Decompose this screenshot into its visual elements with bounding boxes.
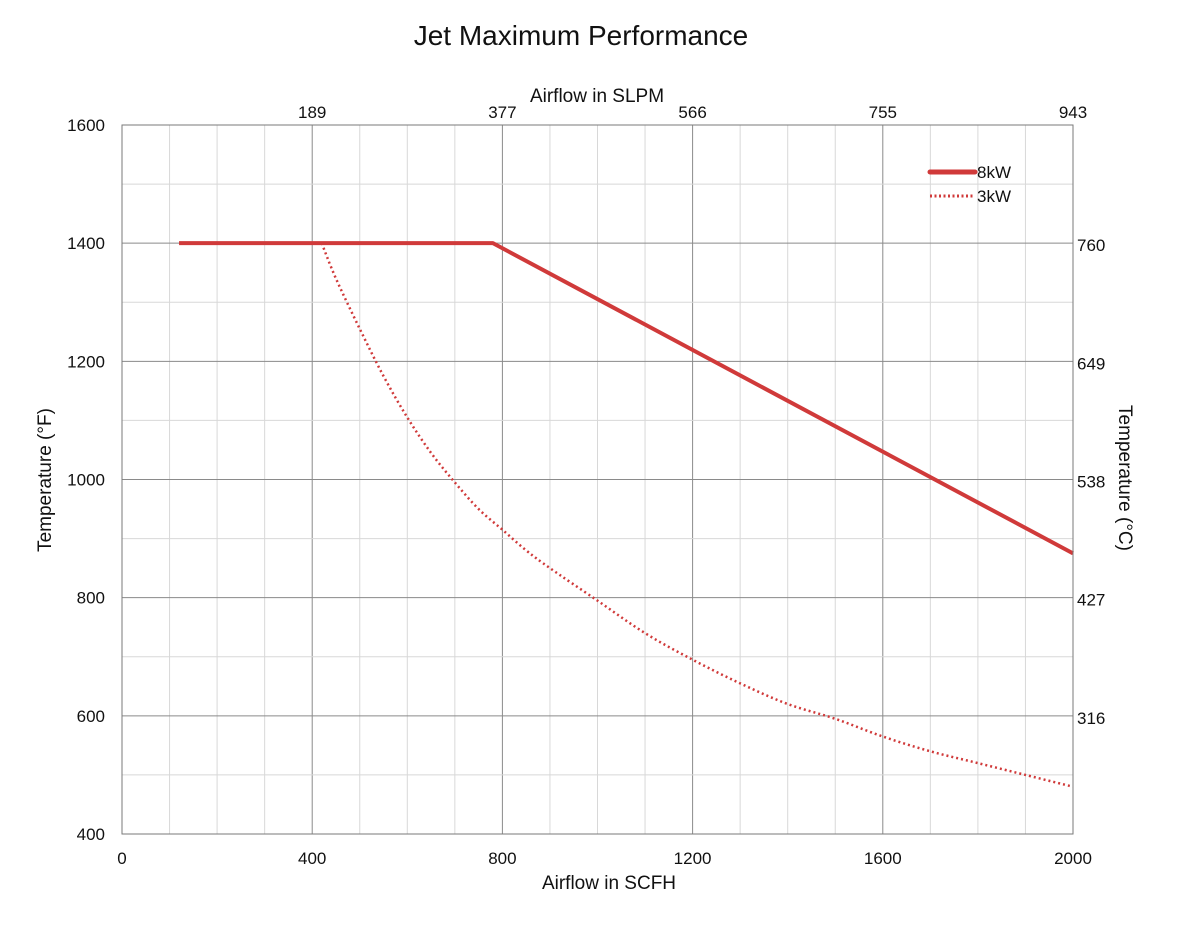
- y-tick-label: 1400: [67, 234, 105, 253]
- y2-tick-label: 760: [1077, 236, 1105, 255]
- grid-lines: [122, 125, 1073, 834]
- x-tick-label: 800: [488, 849, 516, 868]
- legend-label-3kw: 3kW: [977, 187, 1011, 206]
- x-tick-label: 1200: [674, 849, 712, 868]
- x2-tick-label: 755: [869, 103, 897, 122]
- x2-tick-label: 943: [1059, 103, 1087, 122]
- y2-tick-label: 649: [1077, 354, 1105, 373]
- tick-labels: 0 400 800 1200 1600 2000 400 600 800 1000 1200 1400…: [67, 103, 1105, 868]
- y2-tick-label: 538: [1077, 473, 1105, 492]
- y-tick-label: 600: [77, 707, 105, 726]
- x-axis-label: Airflow in SCFH: [542, 873, 676, 894]
- x2-tick-label: 377: [488, 103, 516, 122]
- series-line-3kw: [320, 242, 1074, 788]
- y-axis-label: Temperature (°F): [35, 408, 56, 552]
- y-tick-label: 1200: [67, 352, 105, 371]
- legend-label-8kw: 8kW: [977, 163, 1011, 182]
- x-tick-label: 1600: [864, 849, 902, 868]
- y2-tick-label: 427: [1077, 591, 1105, 610]
- y2-tick-label: 316: [1077, 709, 1105, 728]
- y-tick-label: 1000: [67, 471, 105, 490]
- x-tick-label: 2000: [1054, 849, 1092, 868]
- legend: 8kW 3kW: [927, 163, 1011, 206]
- x2-tick-label: 189: [298, 103, 326, 122]
- x2-tick-label: 566: [678, 103, 706, 122]
- y-tick-label: 1600: [67, 116, 105, 135]
- y-tick-label: 400: [77, 825, 105, 844]
- chart-title: Jet Maximum Performance: [414, 20, 749, 51]
- series-line-8kw: [179, 241, 1074, 556]
- y2-axis-label: Temperature (°C): [1114, 405, 1135, 551]
- x-tick-label: 0: [117, 849, 126, 868]
- x2-axis-label: Airflow in SLPM: [530, 86, 664, 107]
- y-tick-label: 800: [77, 589, 105, 608]
- plot-frame: [121, 124, 1074, 835]
- x-tick-label: 400: [298, 849, 326, 868]
- series-lines: [179, 241, 1074, 788]
